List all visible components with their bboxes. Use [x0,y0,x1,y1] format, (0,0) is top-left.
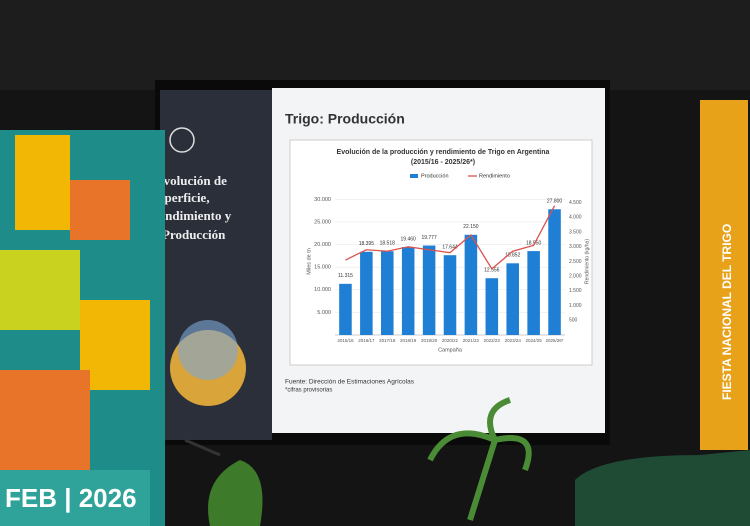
side-title: Rendimiento y [150,208,232,223]
banner-shape [0,370,90,470]
x-tick-label: 2025/26* [546,338,564,343]
x-tick-label: 2017/18 [379,338,396,343]
note: *cifras provisorias [285,388,332,394]
legend-swatch [410,174,418,178]
data-label: 18.518 [380,241,396,247]
bar [422,245,436,335]
banner-shape [0,470,150,526]
y2-tick-label: 1.500 [569,288,582,294]
data-label: 22.150 [463,224,479,230]
y-tick-label: 20.000 [314,242,331,248]
banner-shape [0,250,80,330]
chart-title: Evolución de la producción y rendimiento… [337,149,550,156]
y-tick-label: 30.000 [314,197,331,203]
x-tick-label: 2018/19 [400,338,417,343]
side-title: Superficie, [150,190,210,205]
x-tick-label: 2021/22 [463,338,480,343]
bar [527,251,540,335]
data-label: 19.460 [401,236,417,242]
slide-title: Trigo: Producción [285,111,405,127]
bar [360,251,373,335]
legend-label: Rendimiento [479,173,510,179]
line [345,205,556,270]
curtain [0,0,750,90]
y2-tick-label: 4.000 [569,215,582,221]
banner-event: FIESTA NACIONAL DEL TRIGO [720,224,734,400]
bar [381,251,394,335]
bar [443,255,457,335]
data-label: 18.550 [526,240,542,246]
x-tick-label: 2023/24 [505,338,522,343]
bar [485,278,499,335]
x-tick-label: 2016/17 [358,338,375,343]
banner-shape [15,135,70,230]
y2-tick-label: 2.500 [569,259,582,265]
bar [548,209,561,335]
logo [169,127,195,153]
legend-label: Producción [421,173,449,179]
bar [339,283,352,335]
data-label: 18.395 [359,241,375,247]
banner-date: FEB | 2026 [5,483,137,513]
x-tick-label: 2020/21 [442,338,459,343]
source: Fuente: Dirección de Estimaciones Agríco… [285,379,415,386]
bar [401,246,415,335]
data-label: 11.315 [338,273,353,279]
y2-tick-label: 3.500 [569,229,582,235]
data-label: 15.852 [505,253,521,259]
x-axis-label: Campaña [438,347,463,353]
y-tick-label: 25.000 [314,219,331,225]
banner-shape [80,300,150,390]
x-tick-label: 2019/20 [421,338,438,343]
y-tick-label: 5.000 [317,310,331,316]
x-tick-label: 2024/25 [525,338,542,343]
sky [178,320,238,380]
y2-tick-label: 2.000 [569,274,582,280]
y2-tick-label: 500 [569,318,578,324]
right-banner [700,100,748,450]
y-tick-label: 15.000 [314,265,331,271]
couch [575,450,750,526]
chart-title: (2015/16 - 2025/26*) [411,159,475,166]
bar [464,234,478,335]
y-tick-label: 10.000 [314,287,331,293]
bar [506,263,519,335]
data-label: 17.644 [442,245,458,251]
plant [427,397,532,521]
data-label: 19.777 [421,235,437,241]
plant [208,460,263,526]
data-label: 12.556 [484,268,500,274]
x-tick-label: 2015/16 [337,338,354,343]
y2-tick-label: 4.500 [569,200,582,206]
data-label: 27.800 [547,199,563,205]
microphone [184,438,221,457]
y2-axis-label: Rendimiento (kg/ha) [584,239,590,284]
y-axis-label: Miles de tn [306,248,312,275]
side-title: Evolución de [155,173,227,188]
y2-tick-label: 1.000 [569,303,582,309]
y2-tick-label: 3.000 [569,244,582,250]
x-tick-label: 2022/23 [484,338,501,343]
banner-shape [70,180,130,240]
side-title: Producción [162,227,226,242]
